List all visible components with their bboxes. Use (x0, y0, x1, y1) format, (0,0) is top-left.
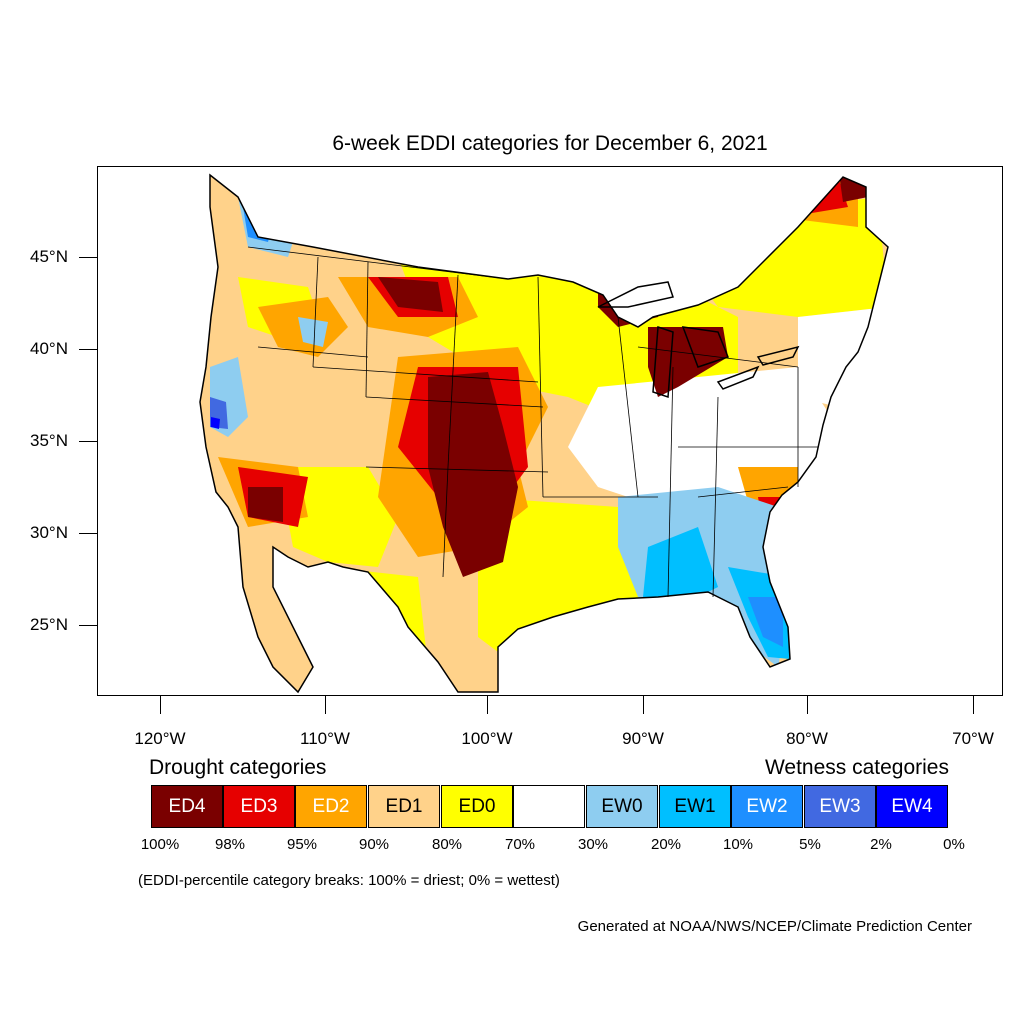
legend-break: 70% (504, 836, 536, 853)
lon-tick (807, 696, 808, 714)
legend-break: 10% (722, 836, 754, 853)
lon-tick (325, 696, 326, 714)
legend-seg-ew1: EW1 (659, 785, 731, 828)
lon-tick (487, 696, 488, 714)
drought-categories-label: Drought categories (149, 756, 327, 779)
lat-tick (79, 533, 97, 534)
legend-seg-ed1: ED1 (368, 785, 440, 828)
legend-break: 2% (870, 836, 892, 853)
map-panel (97, 166, 1003, 696)
legend-seg-ew3: EW3 (804, 785, 876, 828)
legend-seg-ed2: ED2 (295, 785, 367, 828)
lat-tick (79, 625, 97, 626)
legend-seg-ed0: ED0 (441, 785, 513, 828)
legend-seg-normal (513, 785, 585, 828)
lat-tick (79, 441, 97, 442)
lat-label-30: 30°N (30, 523, 68, 542)
lon-label-70: 70°W (952, 729, 994, 748)
wetness-categories-label: Wetness categories (764, 756, 949, 779)
map-title: 6-week EDDI categories for December 6, 2… (332, 132, 768, 155)
lon-label-100: 100°W (461, 729, 513, 748)
lat-label-35: 35°N (30, 431, 68, 450)
legend-break: 5% (799, 836, 821, 853)
legend-seg-ew2: EW2 (731, 785, 803, 828)
legend-break: 0% (943, 836, 965, 853)
legend-color-bar: ED4 ED3 ED2 ED1 ED0 EW0 EW1 EW2 EW3 EW4 (151, 785, 949, 830)
lat-label-40: 40°N (30, 339, 68, 358)
lat-label-25: 25°N (30, 615, 68, 634)
category-breaks-note: (EDDI-percentile category breaks: 100% =… (138, 872, 560, 889)
credit-line: Generated at NOAA/NWS/NCEP/Climate Predi… (577, 918, 972, 935)
eddi-map (199, 174, 889, 693)
lon-tick (160, 696, 161, 714)
lon-tick (973, 696, 974, 714)
legend-break: 20% (650, 836, 682, 853)
lon-label-80: 80°W (786, 729, 828, 748)
legend-break: 98% (214, 836, 246, 853)
lon-label-110: 110°W (300, 729, 350, 748)
legend-break: 90% (358, 836, 390, 853)
legend-break: 100% (140, 836, 180, 853)
legend-seg-ed3: ED3 (223, 785, 295, 828)
legend-seg-ed4: ED4 (151, 785, 223, 828)
legend-seg-ew4: EW4 (876, 785, 948, 828)
legend-seg-ew0: EW0 (586, 785, 658, 828)
lat-tick (79, 257, 97, 258)
legend-break: 30% (577, 836, 609, 853)
lon-label-90: 90°W (622, 729, 664, 748)
lon-label-120: 120°W (134, 729, 186, 748)
lon-tick (643, 696, 644, 714)
lat-tick (79, 349, 97, 350)
legend-break: 80% (431, 836, 463, 853)
lat-label-45: 45°N (30, 247, 68, 266)
legend-break: 95% (286, 836, 318, 853)
